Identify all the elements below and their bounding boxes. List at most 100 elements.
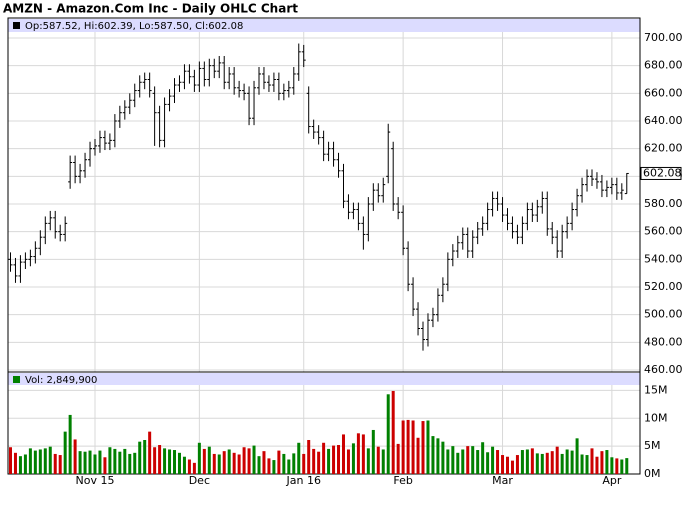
y-tick-label: 640.00 <box>644 114 683 127</box>
last-close-box <box>640 166 682 180</box>
volume-bar <box>580 454 584 474</box>
volume-legend: Vol: 2,849,900 <box>25 375 97 386</box>
volume-bar <box>426 420 430 474</box>
volume-tick-label: 5M <box>644 439 661 452</box>
volume-bar <box>560 453 564 474</box>
volume-bar <box>545 452 549 474</box>
volume-bar <box>585 455 589 474</box>
volume-bar <box>277 450 281 474</box>
price-frame <box>7 17 641 373</box>
volume-bar <box>133 452 137 474</box>
volume-bar <box>441 441 445 474</box>
volume-bar <box>461 449 465 474</box>
volume-bar <box>252 445 256 474</box>
volume-bar <box>78 451 82 474</box>
volume-bar <box>257 456 261 474</box>
x-tick-label: Dec <box>189 474 210 487</box>
volume-tick-label: 10M <box>644 411 668 424</box>
legend-band <box>8 19 640 32</box>
volume-bar <box>486 452 490 474</box>
volume-bar <box>33 450 37 474</box>
volume-bar <box>222 451 226 474</box>
volume-bar <box>600 451 604 474</box>
volume-bar <box>48 446 52 474</box>
volume-bar <box>337 445 341 474</box>
volume-bar <box>401 420 405 474</box>
volume-bar <box>391 390 395 474</box>
volume-tick-label: 15M <box>644 383 668 396</box>
volume-bar <box>227 449 231 474</box>
volume-bar <box>68 414 72 474</box>
volume-bar <box>327 448 331 474</box>
legend-band <box>8 373 640 385</box>
volume-bar <box>361 434 365 474</box>
volume-bar <box>292 453 296 474</box>
volume-bar <box>615 458 619 474</box>
volume-bar <box>491 446 495 474</box>
x-tick-label: Jan 16 <box>286 474 321 487</box>
volume-bar <box>620 459 624 474</box>
volume-bar <box>605 450 609 474</box>
volume-bar <box>173 450 177 474</box>
x-tick-label: Feb <box>393 474 412 487</box>
legend-swatch <box>13 22 20 29</box>
volume-bar <box>550 451 554 474</box>
volume-bar <box>43 448 47 474</box>
volume-bar <box>610 457 614 474</box>
volume-bar <box>212 453 216 474</box>
volume-bar <box>530 448 534 474</box>
volume-bar <box>282 453 286 474</box>
volume-bar <box>381 449 385 474</box>
volume-bar <box>28 448 32 474</box>
legend-swatch <box>13 376 20 383</box>
volume-bar <box>232 452 236 474</box>
y-tick-label: 580.00 <box>644 197 683 210</box>
x-tick-label: Apr <box>602 474 622 487</box>
y-tick-label: 700.00 <box>644 31 683 44</box>
volume-bar <box>163 448 167 474</box>
volume-bar <box>192 462 196 474</box>
x-tick-label: Nov 15 <box>76 474 115 487</box>
y-tick-label: 620.00 <box>644 142 683 155</box>
volume-bar <box>332 445 336 474</box>
volume-bar <box>575 438 579 474</box>
volume-bar <box>113 448 117 474</box>
volume-bar <box>202 448 206 474</box>
last-close-label: 602.08 <box>643 166 682 179</box>
volume-bar <box>416 437 420 474</box>
volume-bar <box>506 456 509 474</box>
chart-title: AMZN - Amazon.Com Inc - Daily OHLC Chart <box>3 2 298 16</box>
volume-bar <box>38 449 42 474</box>
volume-bar <box>197 442 201 474</box>
volume-bar <box>625 458 629 474</box>
volume-bar <box>466 446 470 474</box>
volume-bar <box>207 446 211 474</box>
volume-bar <box>168 449 172 474</box>
volume-bar <box>272 460 276 474</box>
volume-bar <box>108 447 112 474</box>
volume-bar <box>351 443 355 474</box>
volume-bar <box>58 455 62 474</box>
volume-bar <box>317 451 321 474</box>
volume-bar <box>13 452 17 474</box>
volume-bar <box>595 456 599 474</box>
volume-bar <box>366 448 370 474</box>
volume-bar <box>267 458 271 474</box>
volume-bar <box>307 440 311 474</box>
volume-bar <box>525 449 529 474</box>
volume-bar <box>406 419 410 474</box>
volume-bar <box>376 446 380 474</box>
volume-bar <box>182 456 186 474</box>
volume-bar <box>396 443 400 474</box>
volume-bar <box>386 394 390 474</box>
price-legend: Op:587.52, Hi:602.39, Lo:587.50, Cl:602.… <box>25 21 243 32</box>
volume-bar <box>103 457 107 474</box>
volume-bar <box>153 447 157 474</box>
volume-bar <box>471 446 475 474</box>
y-tick-label: 540.00 <box>644 252 683 265</box>
volume-bar <box>421 421 425 474</box>
volume-bar <box>341 434 345 474</box>
volume-bar <box>535 453 539 474</box>
volume-bar <box>312 448 316 474</box>
